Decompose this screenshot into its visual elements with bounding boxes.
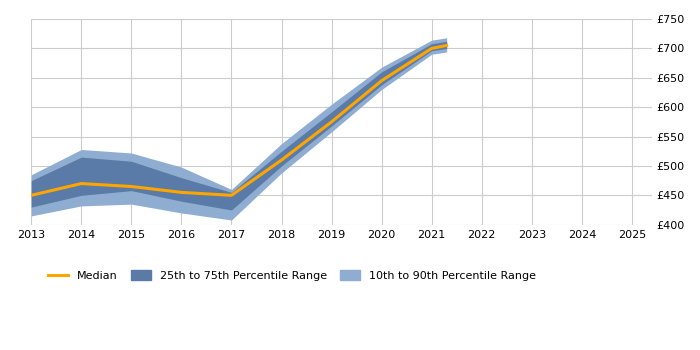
Legend: Median, 25th to 75th Percentile Range, 10th to 90th Percentile Range: Median, 25th to 75th Percentile Range, 1… xyxy=(48,271,536,281)
